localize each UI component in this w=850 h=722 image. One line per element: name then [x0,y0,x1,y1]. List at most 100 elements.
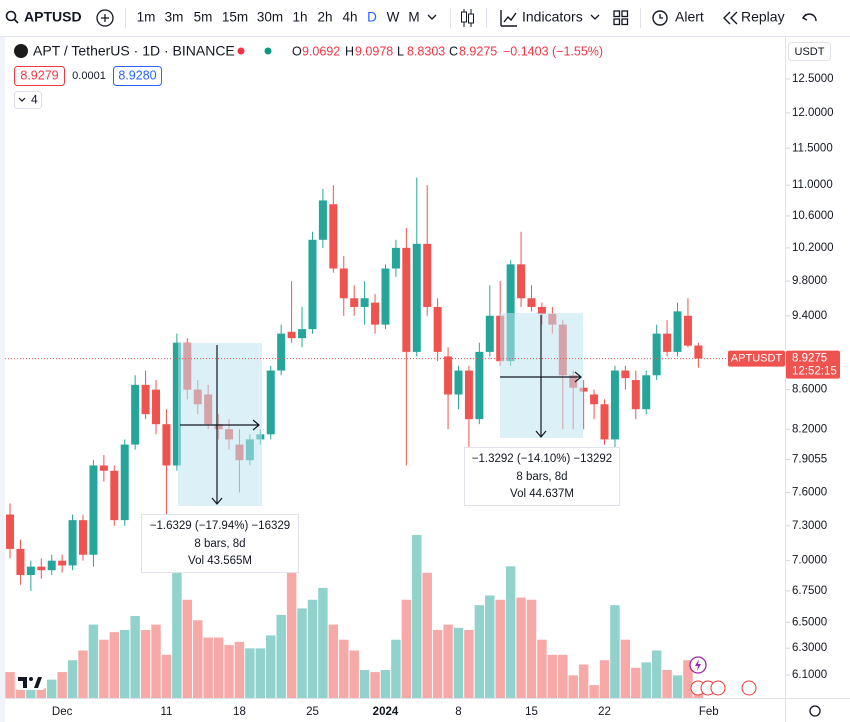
alert-button[interactable]: Alert [675,9,704,25]
currency-box[interactable] [788,42,831,61]
ohlc-label: H [345,44,354,58]
interval-button[interactable]: 5m [194,10,213,25]
volume-bar [67,660,78,698]
x-tick-label: 11 [160,706,172,718]
candle-body [131,384,140,445]
y-tick-label: 11.5000 [792,142,833,154]
volume-bar [57,672,67,698]
candle-body [110,470,119,521]
interval-button[interactable]: W [387,10,400,25]
interval-button[interactable]: 1m [137,10,156,25]
interval-button[interactable]: 3m [165,10,184,25]
replay-button[interactable]: Replay [741,9,785,25]
legend: APT / TetherUS · 1D · BINANCE O 9.0692 H 9.… [14,43,603,109]
volume-bar [161,654,172,698]
symbol[interactable]: APTUSD [24,9,82,25]
volume-bar [140,629,151,698]
candle-body [673,311,682,352]
measure-arrow [211,345,223,505]
candle-body [47,560,56,571]
candle-body [277,333,286,371]
y-tick-label: 12.5000 [792,73,834,85]
undo-button[interactable] [801,13,817,22]
ohlc-value: 9.0692 [302,44,340,58]
y-tick-label: 6.5000 [792,616,827,628]
candle-body [152,389,161,425]
volume-bar [245,648,255,698]
price-label: 8.9275 [792,353,827,365]
settings-button[interactable] [809,705,821,717]
candle-body [329,204,338,269]
indicators-button[interactable]: Indicators [522,9,583,25]
volume-bar [109,632,120,698]
bid-box[interactable] [14,66,65,86]
event-flags[interactable] [690,680,757,696]
measure-change: −1.6329 (−17.94%) −16329 [150,520,290,532]
volume-bar [182,599,193,698]
layouts-icon[interactable] [613,10,629,26]
volume-bar [203,637,213,698]
volume-bar [505,566,516,698]
volume-bar [620,639,631,698]
candle-body [68,520,77,566]
measure-bars: 8 bars, 8d [516,471,567,483]
y-tick-label: 6.1000 [792,669,827,681]
candle-body [600,404,609,440]
interval-button[interactable]: 1h [292,10,307,25]
candle-body [266,370,275,435]
candle-body [89,465,98,555]
candle-body [339,268,348,299]
interval-button[interactable]: M [408,10,419,25]
toggle-chevron [18,97,26,102]
measure-volume: Vol 43.565M [188,555,252,567]
candle-body [391,247,400,269]
candle-body [99,465,108,471]
volume-bar [172,571,182,698]
volume-bar [672,675,683,698]
candle-body [162,424,171,466]
volume-bar [266,635,276,698]
candle-body [433,306,442,352]
interval-button[interactable]: D [367,10,377,25]
interval-button[interactable]: 2h [317,10,332,25]
interval-dropdown[interactable] [427,14,437,20]
ohlc-label: L [397,44,404,58]
volume-bar [370,672,380,698]
volume-bar [401,599,412,698]
volume-bar [380,669,391,698]
ask-box[interactable] [113,66,162,86]
interval-button[interactable]: 30m [257,10,283,25]
candle-body [454,370,463,395]
candle-body [506,264,515,362]
candle-body [694,345,703,359]
candle-body [464,370,473,420]
chart-type-icon[interactable] [461,9,474,27]
compare-button[interactable] [96,9,114,27]
volume-bar [276,614,286,698]
candle-body [371,302,380,325]
ohlc-value: 8.9275 [459,44,497,58]
volume-bar [537,639,547,698]
candle-body [16,548,25,576]
volume-bar [391,639,401,698]
volume-bar [589,685,599,698]
volume-bar [651,650,662,698]
indicators-dropdown[interactable] [590,14,600,20]
candle-body [621,370,630,379]
volume-bar [412,535,422,698]
y-tick-label: 8.6000 [792,384,827,396]
x-tick-label: 15 [525,706,538,718]
interval-button[interactable]: 15m [222,10,248,25]
y-tick-label: 6.3000 [792,642,827,654]
measure-bars: 8 bars, 8d [194,538,245,550]
indicators-toggle[interactable] [14,91,42,109]
volume-bar [662,669,672,698]
interval-button[interactable]: 4h [342,10,357,25]
search-icon[interactable] [5,10,17,22]
volume-bar [36,688,47,698]
y-tick-label: 9.4000 [792,310,827,322]
y-tick-label: 7.6000 [792,486,827,498]
candle-body [527,298,536,307]
candle-body [350,298,359,307]
